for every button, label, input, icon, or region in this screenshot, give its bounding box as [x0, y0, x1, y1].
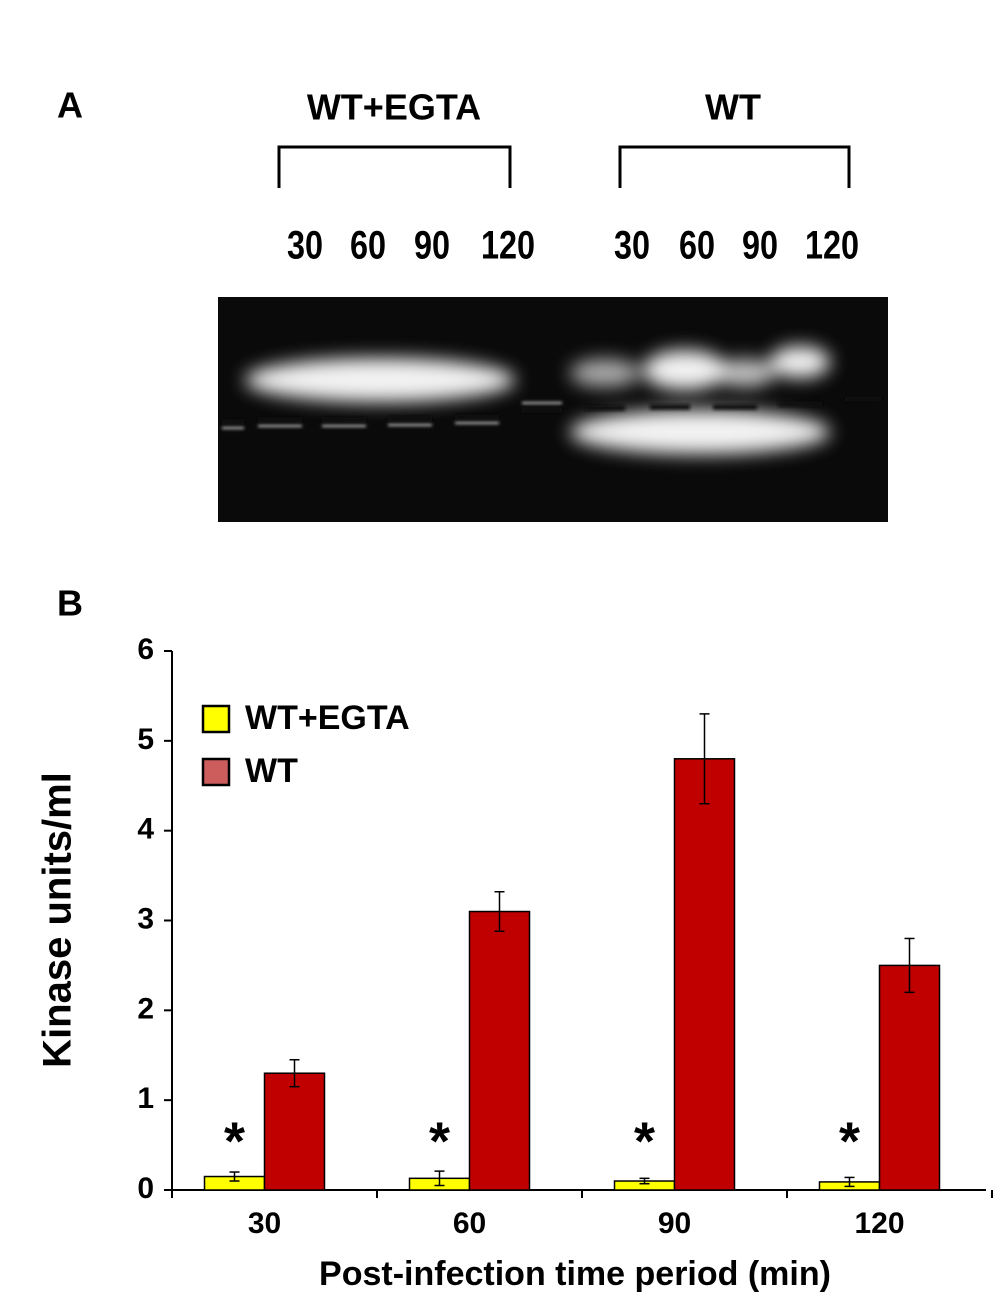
lane-label: 60: [679, 222, 715, 267]
error-bar: [434, 1170, 445, 1187]
group-label: WT+EGTA: [307, 87, 481, 128]
legend-swatch: [201, 757, 231, 787]
y-tick-label: 1: [137, 1082, 154, 1115]
lane-label: 30: [287, 222, 323, 267]
panel-label: B: [57, 583, 83, 624]
legend-label: WT: [245, 752, 298, 790]
x-tick-label: 90: [658, 1207, 691, 1240]
bar: [468, 910, 531, 1191]
x-tick-label: 120: [854, 1207, 904, 1240]
bar: [263, 1072, 326, 1191]
y-tick-label: 0: [137, 1172, 154, 1205]
bracket: [277, 145, 512, 188]
lane-label: 120: [805, 222, 859, 267]
bar: [673, 758, 736, 1191]
legend-swatch: [201, 704, 231, 734]
lane-label: 90: [414, 222, 450, 267]
annotation: *: [224, 1111, 245, 1171]
panel-a: A WT+EGTA 30 60 90 120 WT 30 60 90 120: [57, 85, 888, 522]
panel-label: A: [57, 85, 83, 126]
annotation: *: [429, 1111, 450, 1171]
y-tick-label: 6: [137, 633, 154, 666]
annotation: *: [634, 1111, 655, 1171]
y-tick-label: 2: [137, 992, 154, 1025]
lane-label: 120: [481, 222, 535, 267]
x-axis-label: Post-infection time period (min): [319, 1255, 831, 1293]
y-tick-label: 3: [137, 902, 154, 935]
y-tick-label: 5: [137, 723, 154, 756]
error-bar: [289, 1058, 300, 1088]
error-bar: [494, 891, 505, 933]
y-axis-label: Kinase units/ml: [36, 772, 80, 1068]
gel: [218, 297, 888, 522]
x-tick-label: 30: [248, 1207, 281, 1240]
error-bar: [844, 1176, 855, 1188]
group-label: WT: [705, 87, 761, 128]
bar: [878, 964, 941, 1191]
lane-label: 30: [614, 222, 650, 267]
legend-label: WT+EGTA: [245, 699, 410, 737]
error-bar: [229, 1171, 240, 1182]
error-bar: [699, 713, 710, 805]
y-tick-label: 4: [137, 813, 154, 846]
panel-b: B 0 1 2 3 4 5 6 30 * 60 * 90 * 120 * WT+EGTA WT Kinase uni…: [36, 583, 993, 1293]
x-tick-label: 60: [453, 1207, 486, 1240]
error-bar: [639, 1177, 650, 1185]
bracket: [618, 145, 851, 188]
lane-label: 60: [350, 222, 386, 267]
error-bar: [904, 937, 915, 994]
lane-label: 90: [742, 222, 778, 267]
annotation: *: [839, 1111, 860, 1171]
